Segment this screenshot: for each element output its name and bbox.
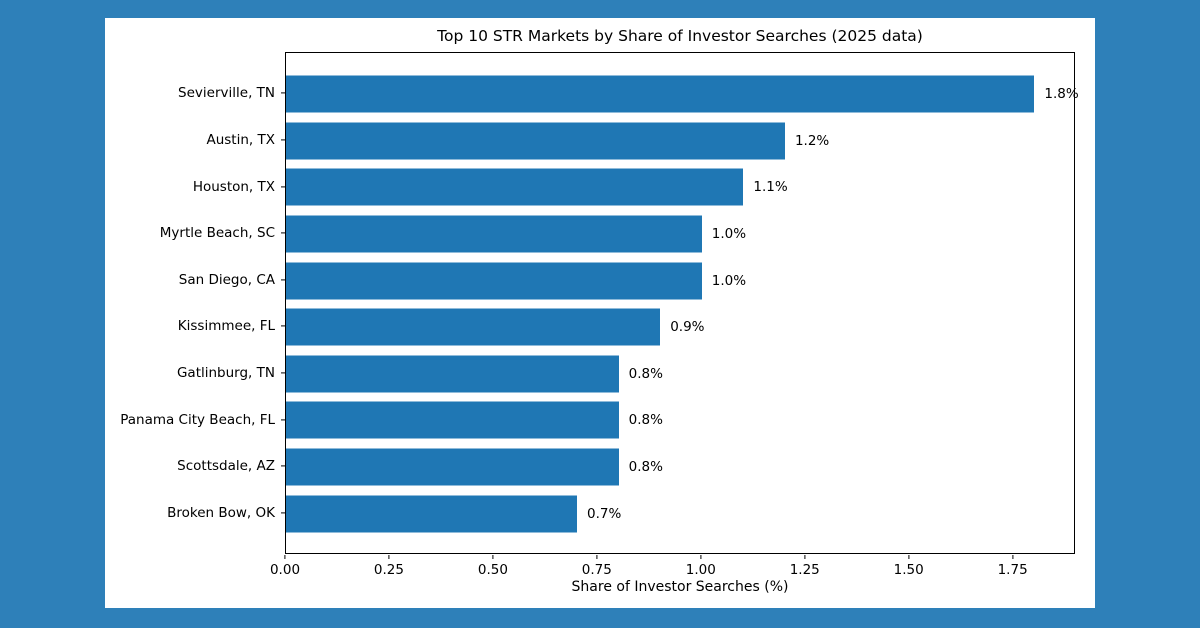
bar-houston-tx [286, 168, 744, 206]
y-tick-mark [281, 325, 285, 327]
x-tick-mark [908, 555, 910, 559]
bar-value-label: 0.9% [670, 319, 705, 336]
y-tick-mark [281, 279, 285, 281]
y-tick-mark [281, 512, 285, 514]
bar-sevierville-tn [286, 75, 1035, 113]
x-tick-label: 0.50 [477, 562, 508, 578]
bar-value-label: 1.1% [753, 179, 788, 196]
bar-value-label: 1.2% [794, 132, 830, 149]
bar-gatlinburg-tn [286, 355, 619, 393]
x-tick-mark [388, 555, 390, 559]
x-tick-label: 1.00 [685, 562, 716, 578]
x-tick-mark [492, 555, 494, 559]
bar-row: 0.8% [286, 351, 1074, 398]
bar-row: 0.8% [286, 397, 1074, 444]
x-tick-mark [284, 555, 286, 559]
bar-value-label: 1.0% [711, 226, 747, 243]
bar-value-label: 1.8% [1044, 86, 1079, 103]
x-tick-mark [804, 555, 806, 559]
bar-row: 1.2% [286, 118, 1074, 165]
y-tick-mark [281, 465, 285, 467]
bar-kissimmee-fl [286, 308, 661, 346]
bar-value-label: 0.8% [628, 365, 663, 382]
plot-area: 1.8% 1.2% 1.1% 1.0% 1.0% 0.9% 0.8% 0.8% 0.8% 0.7% [285, 52, 1079, 554]
y-category-label: Panama City Beach, FL [120, 411, 275, 428]
y-category-label: San Diego, CA [178, 271, 275, 288]
chart-figure: Top 10 STR Markets by Share of Investor … [105, 18, 1095, 608]
y-tick-mark [281, 139, 285, 141]
y-category-label: Kissimmee, FL [177, 318, 275, 335]
bar-panama-city-beach-fl [286, 401, 619, 439]
x-tick-label: 0.75 [581, 562, 612, 578]
x-tick-mark [1012, 555, 1014, 559]
y-category-label: Myrtle Beach, SC [159, 225, 275, 242]
bar-value-label: 0.8% [628, 459, 663, 476]
x-tick-mark [596, 555, 598, 559]
y-category-label: Houston, TX [192, 178, 275, 195]
y-category-label: Austin, TX [206, 131, 275, 148]
y-tick-mark [281, 372, 285, 374]
x-tick-label: 0.25 [373, 562, 404, 578]
bar-row: 0.9% [286, 304, 1074, 351]
bar-myrtle-beach-sc [286, 215, 702, 253]
bar-row: 1.0% [286, 211, 1074, 258]
bar-scottsdale-az [286, 448, 619, 486]
bar-value-label: 0.8% [628, 412, 663, 429]
x-tick-label: 1.25 [789, 562, 820, 578]
y-category-label: Scottsdale, AZ [177, 458, 275, 475]
bar-value-label: 0.7% [587, 505, 622, 522]
y-category-label: Sevierville, TN [178, 85, 275, 102]
y-category-label: Gatlinburg, TN [176, 364, 275, 381]
bar-row: 0.8% [286, 444, 1074, 491]
bar-broken-bow-ok [286, 495, 578, 533]
x-tick-label: 1.75 [997, 562, 1028, 578]
x-tick-label: 1.50 [893, 562, 924, 578]
y-category-label: Broken Bow, OK [167, 504, 275, 521]
bar-row: 1.8% [286, 71, 1079, 118]
bar-row: 0.7% [286, 490, 1074, 537]
bar-row: 1.1% [286, 164, 1074, 211]
x-tick-label: 0.00 [269, 562, 301, 578]
y-tick-mark [281, 232, 285, 234]
bar-value-label: 1.0% [711, 272, 747, 289]
x-tick-mark [700, 555, 702, 559]
chart-title: Top 10 STR Markets by Share of Investor … [437, 27, 923, 45]
bar-austin-tx [286, 122, 785, 160]
y-tick-mark [281, 418, 285, 421]
y-tick-mark [281, 92, 285, 94]
x-axis-title: Share of Investor Searches (%) [571, 579, 789, 595]
y-tick-mark [281, 185, 285, 188]
bar-row: 1.0% [286, 257, 1074, 304]
bar-san-diego-ca [286, 262, 702, 300]
